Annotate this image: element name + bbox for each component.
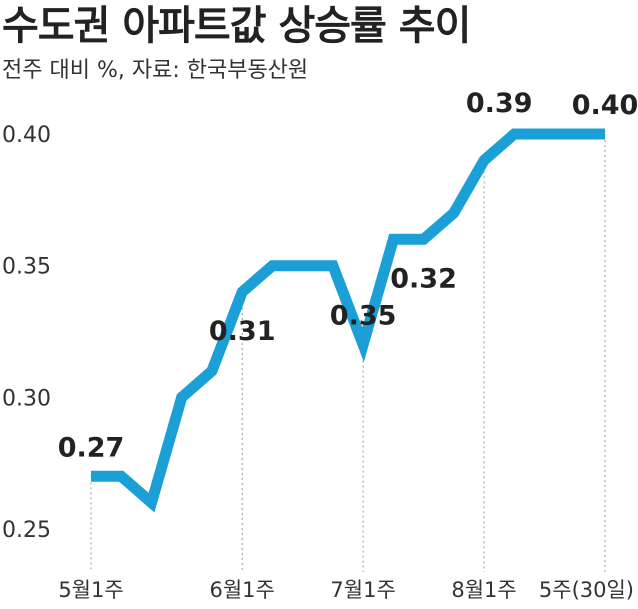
data-point: [332, 265, 334, 267]
data-point: [423, 238, 425, 240]
chart-title: 수도권 아파트값 상승률 추이: [2, 3, 471, 49]
data-point: [211, 370, 213, 372]
data-label: 0.31: [209, 316, 276, 347]
data-point: [483, 159, 485, 161]
data-point: [362, 344, 364, 346]
data-point: [90, 475, 92, 477]
data-point: [181, 396, 183, 398]
y-tick-label: 0.25: [2, 518, 51, 543]
data-point: [392, 238, 394, 240]
chart-subtitle: 전주 대비 %, 자료: 한국부동산원: [2, 58, 309, 83]
data-point: [453, 212, 455, 214]
y-axis: 0.40 0.35 0.30 0.25: [2, 123, 51, 543]
x-tick-label: 6월1주: [209, 578, 274, 602]
data-label: 0.40: [572, 90, 638, 121]
data-point: [604, 133, 606, 135]
x-tick-label: 8월1주: [451, 578, 516, 602]
guide-lines: [90, 140, 606, 572]
data-point: [271, 265, 273, 267]
y-tick-label: 0.30: [2, 386, 51, 411]
data-point: [302, 265, 304, 267]
data-point: [513, 133, 515, 135]
y-tick-label: 0.35: [2, 255, 51, 280]
y-tick-label: 0.40: [2, 123, 51, 148]
x-tick-label: 5주(30일): [539, 578, 634, 602]
x-axis: 5월1주 6월1주 7월1주 8월1주 5주(30일): [58, 578, 634, 602]
data-point: [150, 502, 152, 504]
data-label: 0.35: [330, 301, 397, 332]
x-tick-label: 7월1주: [330, 578, 395, 602]
data-labels: 0.27 0.31 0.35 0.32 0.39 0.40: [58, 88, 638, 463]
data-point: [574, 133, 576, 135]
x-tick-label: 5월1주: [58, 578, 123, 602]
data-label: 0.32: [390, 263, 457, 294]
data-point: [120, 475, 122, 477]
data-point: [544, 133, 546, 135]
data-label: 0.39: [466, 88, 533, 119]
series: [90, 128, 606, 513]
data-point: [241, 291, 243, 293]
data-label: 0.27: [58, 432, 125, 463]
series-line: [91, 128, 605, 513]
